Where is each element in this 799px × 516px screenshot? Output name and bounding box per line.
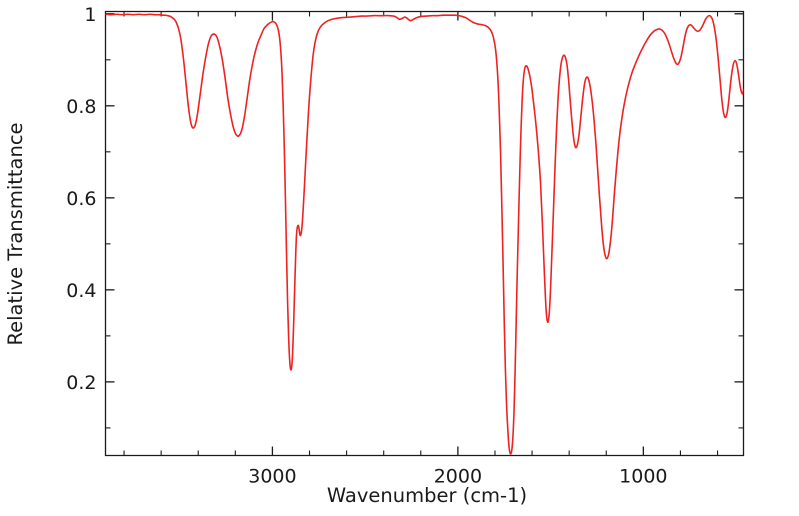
x-axis-title: Wavenumber (cm-1) xyxy=(327,484,527,507)
y-tick-label: 0.6 xyxy=(66,188,96,210)
x-tick-label: 3000 xyxy=(248,466,296,488)
plot-frame xyxy=(104,10,745,457)
spectrum-trace xyxy=(105,13,744,455)
x-axis-tick-labels: 3000 2000 1000 xyxy=(248,466,667,488)
x-tick-label: 2000 xyxy=(434,466,482,488)
axes-border xyxy=(104,10,745,457)
x-axis-ticks xyxy=(123,11,719,456)
y-tick-label: 0.4 xyxy=(66,280,96,302)
y-tick-label: 0.8 xyxy=(66,96,96,118)
x-tick-label: 1000 xyxy=(619,466,667,488)
y-axis-tick-labels: 0.2 0.4 0.6 0.8 1 xyxy=(66,4,96,394)
y-axis-title: Relative Transmittance xyxy=(4,122,27,345)
y-tick-label: 1 xyxy=(84,4,96,26)
y-axis-ticks xyxy=(105,13,744,429)
y-tick-label: 0.2 xyxy=(66,372,96,394)
data-series-group xyxy=(105,13,744,455)
